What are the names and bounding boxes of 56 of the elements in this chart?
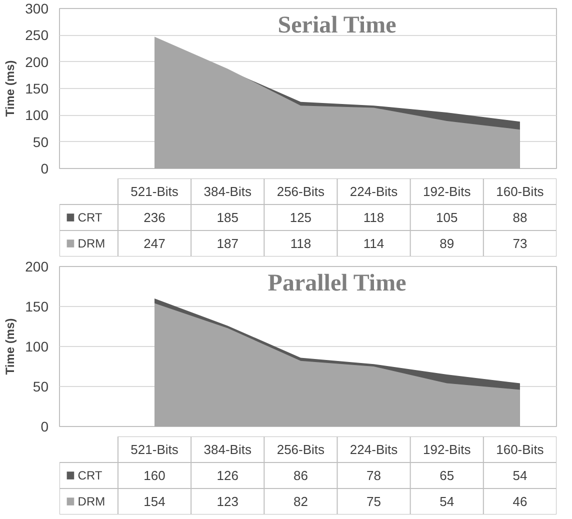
y-tick-label: 50 — [32, 378, 49, 394]
chart-title: Serial Time — [278, 12, 397, 38]
data-label: 82 — [293, 494, 308, 509]
data-label: 185 — [216, 210, 238, 225]
x-tick-label: 224-Bits — [350, 442, 398, 457]
x-tick-label: 224-Bits — [350, 184, 398, 199]
y-tick-label: 200 — [25, 258, 49, 274]
x-tick-label: 384-Bits — [204, 442, 252, 457]
data-label: 75 — [366, 494, 382, 509]
data-label: 65 — [440, 468, 454, 483]
x-tick-label: 256-Bits — [276, 184, 326, 199]
x-tick-label: 192-Bits — [423, 442, 472, 457]
data-label: 236 — [144, 210, 166, 225]
legend-label: CRT — [78, 210, 103, 224]
data-label: 54 — [440, 494, 454, 509]
x-tick-label: 160-Bits — [496, 184, 544, 199]
data-label: 105 — [436, 210, 458, 225]
data-label: 160 — [144, 468, 166, 483]
data-label: 86 — [293, 468, 308, 483]
data-label: 78 — [366, 468, 382, 483]
y-tick-label: 250 — [25, 27, 49, 44]
chart-title: Parallel Time — [268, 270, 407, 296]
data-label: 126 — [216, 468, 238, 483]
data-label: 187 — [216, 236, 238, 251]
legend-label: DRM — [78, 494, 106, 508]
data-label: 118 — [290, 236, 312, 251]
y-tick-label: 150 — [25, 298, 49, 314]
data-label: 73 — [512, 236, 528, 251]
x-tick-label: 521-Bits — [130, 184, 179, 199]
data-label: 89 — [440, 236, 454, 251]
x-tick-label: 256-Bits — [276, 442, 326, 457]
data-label: 46 — [512, 494, 528, 509]
y-tick-label: 200 — [25, 54, 49, 70]
y-axis-title: Time (ms) — [3, 60, 18, 117]
y-tick-label: 50 — [32, 134, 49, 150]
x-tick-label: 192-Bits — [423, 184, 472, 199]
data-label: 114 — [363, 236, 384, 251]
y-tick-label: 0 — [40, 418, 49, 434]
y-tick-label: 150 — [25, 80, 49, 96]
y-tick-label: 300 — [25, 0, 49, 16]
y-tick-label: 100 — [25, 107, 49, 124]
x-tick-label: 384-Bits — [204, 184, 252, 199]
data-label: 154 — [144, 494, 166, 509]
legend-label: DRM — [78, 236, 106, 250]
data-label: 247 — [144, 236, 166, 251]
data-label: 118 — [363, 210, 384, 225]
data-label: 88 — [512, 210, 528, 225]
y-tick-label: 100 — [25, 338, 49, 354]
data-label: 125 — [290, 210, 312, 225]
data-label: 54 — [512, 468, 528, 483]
x-tick-label: 160-Bits — [496, 442, 544, 457]
y-axis-title: Time (ms) — [3, 318, 18, 375]
y-tick-label: 0 — [40, 160, 49, 176]
x-tick-label: 521-Bits — [130, 442, 179, 457]
legend-label: CRT — [78, 468, 103, 482]
data-label: 123 — [216, 494, 238, 509]
